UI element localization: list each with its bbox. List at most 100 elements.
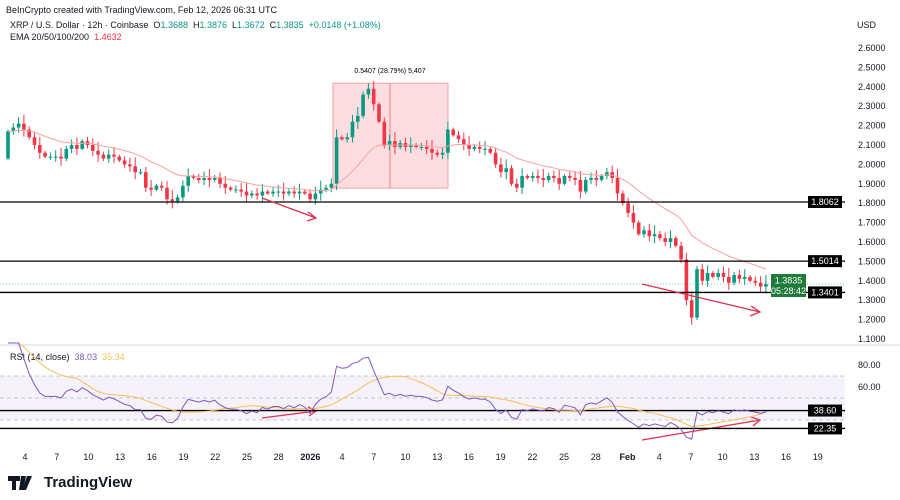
time-tick-label: 13 [432, 452, 442, 462]
candle [732, 271, 736, 286]
candle [112, 146, 116, 163]
open-label: O [153, 20, 161, 30]
candle [181, 180, 185, 202]
candle [271, 187, 275, 197]
candle [149, 179, 153, 196]
price-tick-label: 2.4000 [858, 82, 886, 92]
candle [6, 129, 10, 161]
candle-body [689, 300, 694, 318]
time-tick-label: 19 [179, 452, 189, 462]
candle [636, 220, 641, 236]
candle-body [318, 189, 323, 194]
candle [583, 176, 588, 195]
candle-body [626, 203, 630, 213]
candle-body [536, 176, 540, 178]
candle-body [154, 185, 159, 190]
candle [165, 181, 169, 205]
candle-body [594, 177, 599, 180]
time-tick-label: 25 [242, 452, 252, 462]
time-tick-label: 25 [559, 452, 569, 462]
candle [101, 151, 106, 162]
time-tick-label: 4 [22, 452, 27, 462]
candle-body [636, 222, 641, 235]
time-tick-label: 28 [591, 452, 601, 462]
candle-body [27, 129, 31, 138]
time-tick-label: 10 [83, 452, 93, 462]
candle-body [509, 168, 514, 184]
candle-body [292, 191, 296, 194]
candle-body [59, 156, 63, 159]
price-chart[interactable]: 0.5407 (28.79%) 5,407 1.8062 1.5014 1.3401… [0, 0, 900, 470]
time-tick-label: 19 [813, 452, 823, 462]
candle-body [138, 172, 143, 174]
candle-body [313, 193, 318, 200]
candle [324, 184, 328, 193]
candle-body [599, 176, 604, 180]
candle-body [700, 269, 705, 281]
candle-body [117, 156, 122, 161]
candle [578, 170, 583, 199]
candle [520, 168, 524, 194]
candle [27, 126, 31, 140]
candle-body [462, 139, 466, 145]
candle-body [144, 172, 148, 188]
candle-body [727, 276, 731, 283]
chart-credit: BeInCrypto created with TradingView.com,… [6, 5, 277, 15]
candle [122, 156, 127, 168]
candle-body [80, 141, 84, 149]
symbol-legend[interactable]: XRP / U.S. Dollar · 12h · Coinbase O1.36… [10, 20, 381, 30]
candle-body [387, 141, 392, 145]
candle-body [101, 154, 106, 159]
candle [308, 189, 312, 203]
symbol-name: XRP / U.S. Dollar · 12h · Coinbase [10, 20, 149, 30]
level-price-label: 1.8062 [811, 197, 839, 207]
candle-body [276, 191, 281, 193]
high-value: 1.3876 [199, 20, 228, 30]
price-tick-label: 2.3000 [858, 101, 886, 111]
candle [462, 132, 466, 151]
candle-body [308, 193, 312, 200]
candle [631, 205, 636, 229]
time-tick-label: 13 [115, 452, 125, 462]
candle [69, 139, 74, 154]
candle [43, 150, 47, 159]
candle [382, 117, 387, 149]
candle-body [684, 259, 689, 301]
candle [207, 169, 212, 188]
candle-body [16, 123, 21, 128]
rsi-tick-label: 60.00 [858, 382, 881, 392]
candle-body [631, 212, 636, 223]
time-tick-label: 16 [147, 452, 157, 462]
last-price-badge [771, 274, 806, 298]
candle-body [53, 156, 58, 158]
candle [128, 157, 132, 172]
candle [154, 183, 159, 192]
price-tick-label: 1.3000 [858, 295, 886, 305]
candle-body [212, 177, 217, 180]
tradingview-logo-icon [8, 475, 32, 490]
candle-body [303, 191, 307, 194]
candle [75, 137, 79, 156]
rsi-level-badge [808, 404, 842, 417]
candle [170, 190, 175, 209]
candle [297, 183, 302, 200]
candle-body [456, 135, 461, 140]
candle-body [223, 183, 228, 188]
candle-body [361, 94, 365, 116]
candle-body [573, 177, 577, 180]
candle [64, 145, 69, 162]
candle-body [197, 177, 201, 180]
ema-legend[interactable]: EMA 20/50/100/200 1.4632 [10, 32, 122, 42]
candle [356, 106, 360, 129]
time-tick-label: 7 [371, 452, 376, 462]
candle-body [202, 177, 206, 180]
candle [515, 178, 519, 193]
tradingview-logo[interactable]: TradingView [8, 474, 132, 491]
rsi-value: 38.03 [74, 352, 98, 362]
candle [393, 132, 397, 155]
currency-label: USD [856, 20, 876, 30]
price-tick-label: 2.6000 [858, 43, 886, 53]
candle [711, 271, 715, 279]
candle-body [122, 160, 127, 165]
rsi-legend[interactable]: RSI (14, close) 38.03 35.34 [10, 352, 125, 362]
